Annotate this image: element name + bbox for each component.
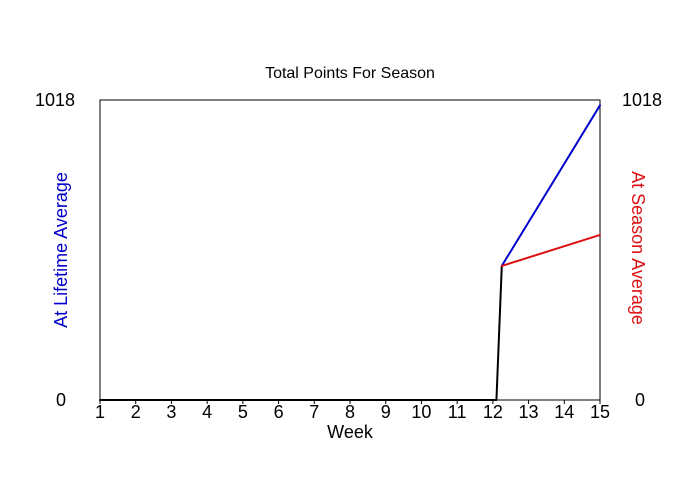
x-axis-title: Week (327, 422, 374, 442)
left-axis-min-label: 0 (56, 390, 66, 410)
x-tick-label: 7 (309, 402, 319, 422)
x-tick-label: 6 (274, 402, 284, 422)
series-lines (99, 104, 601, 401)
actual-line (99, 264, 503, 401)
x-tick-label: 14 (554, 402, 574, 422)
x-tick-label: 1 (95, 402, 105, 422)
right-axis-max-label: 1018 (622, 90, 662, 110)
left-axis-title: At Lifetime Average (51, 172, 71, 328)
x-tick-label: 8 (345, 402, 355, 422)
plot-frame (99, 99, 601, 401)
x-tick-label: 12 (483, 402, 503, 422)
x-tick-label: 13 (519, 402, 539, 422)
right-axis-min-label: 0 (635, 390, 645, 410)
x-tick-label: 4 (202, 402, 212, 422)
left-axis-max-label: 1018 (35, 90, 75, 110)
chart-title: Total Points For Season (265, 65, 435, 82)
season-line (500, 233, 601, 267)
lifetime-line (500, 104, 601, 267)
x-tick-label: 9 (381, 402, 391, 422)
x-tick-label: 2 (131, 402, 141, 422)
x-tick-label: 3 (166, 402, 176, 422)
x-tick-label: 11 (448, 402, 467, 422)
x-tick-label: 5 (238, 402, 248, 422)
x-tick-label: 15 (590, 402, 610, 422)
x-ticks: 1 2 3 4 5 6 7 8 9 10 11 12 13 14 15 (95, 400, 610, 422)
x-tick-label: 10 (411, 402, 431, 422)
right-axis-title: At Season Average (628, 171, 648, 325)
